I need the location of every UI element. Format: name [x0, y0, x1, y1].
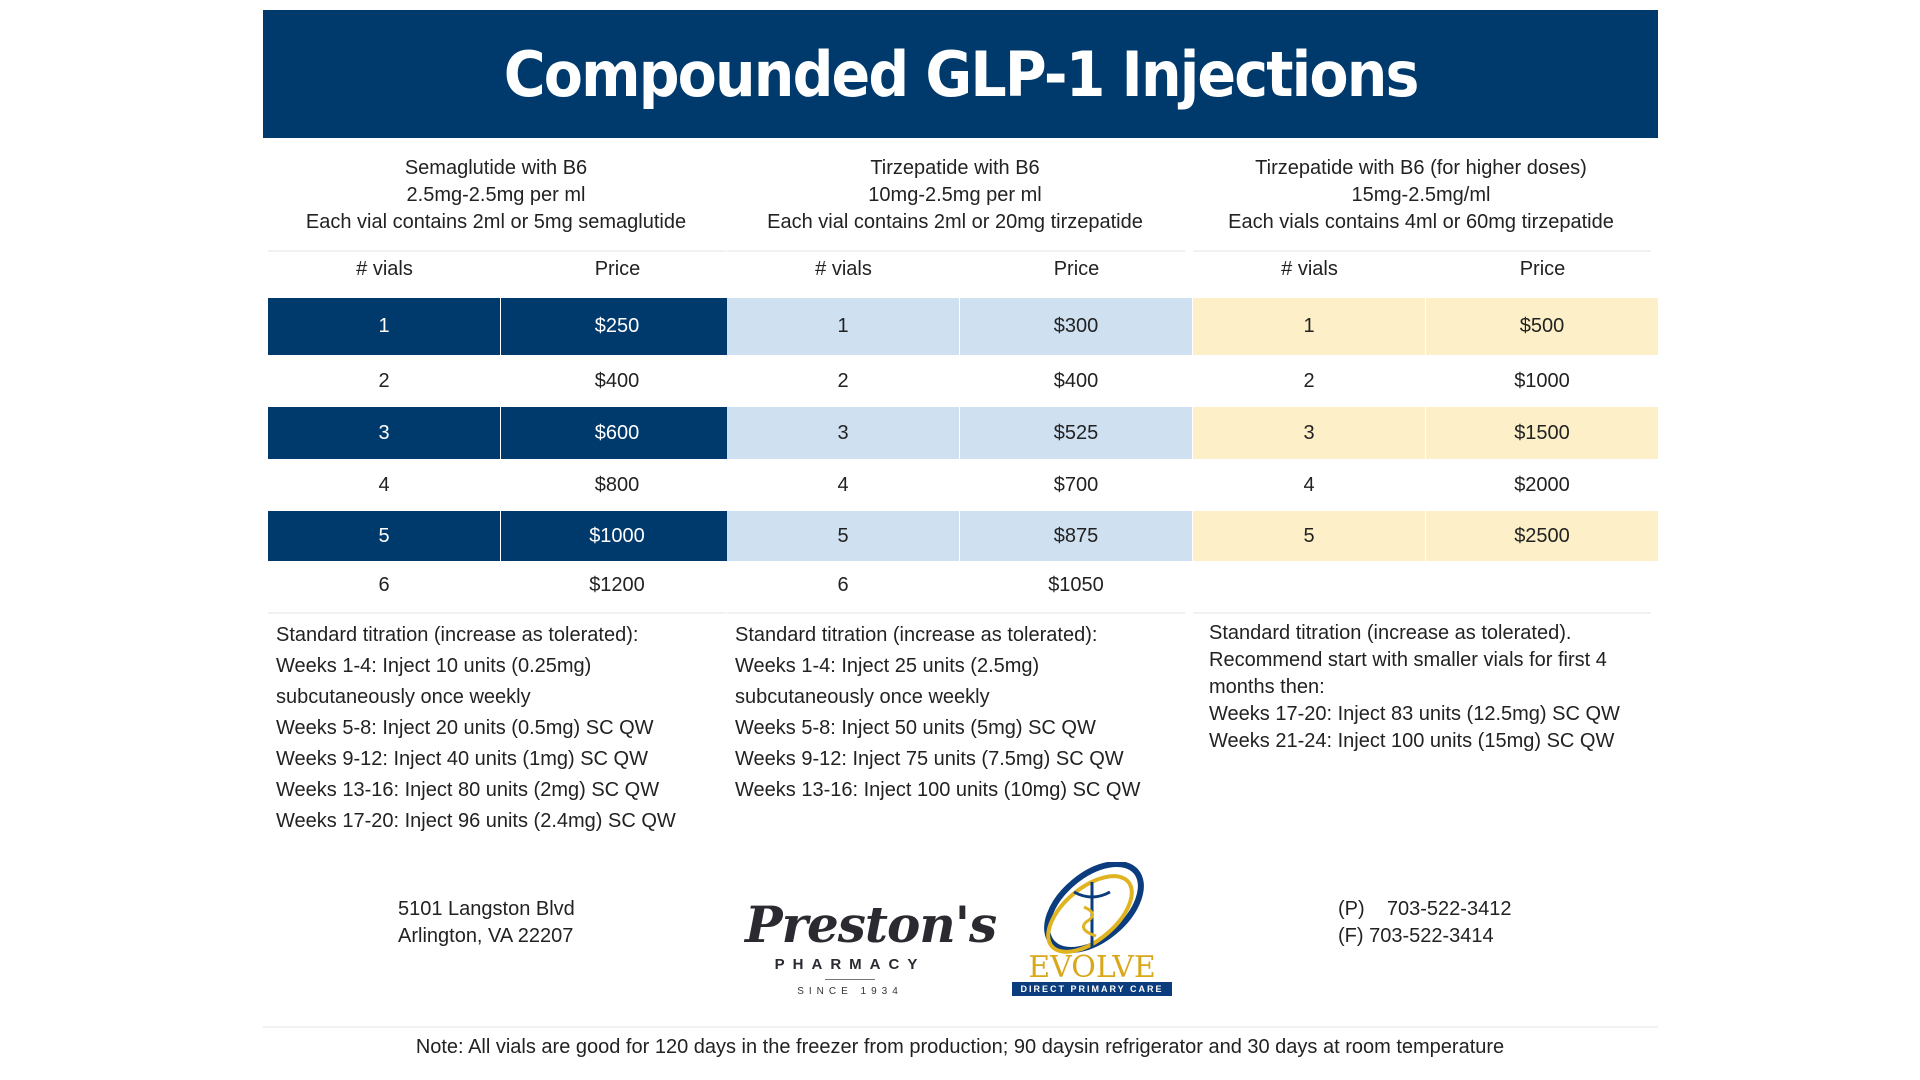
titration-instructions: Standard titration (increase as tolerate… [1209, 620, 1620, 755]
price-cell: $800 [594, 473, 640, 496]
price-cell: $2500 [1426, 511, 1658, 561]
titration-line: Weeks 13-16: Inject 80 units (2mg) SC QW [276, 779, 660, 801]
vials-cell: 3 [1193, 407, 1425, 459]
titration-line: Standard titration (increase as tolerate… [1209, 622, 1572, 644]
price-cell: $2000 [1514, 473, 1570, 496]
price-cell: $400 [594, 369, 640, 392]
price-cell: $1000 [501, 511, 733, 561]
product-line: Tirzepatide with B6 [870, 157, 1040, 179]
vials-cell: 2 [837, 369, 849, 392]
divider [263, 1026, 1658, 1028]
titration-line: Standard titration (increase as tolerate… [276, 624, 639, 646]
titration-line: Weeks 5-8: Inject 50 units (5mg) SC QW [735, 717, 1096, 739]
address: 5101 Langston Blvd Arlington, VA 22207 [398, 896, 575, 950]
titration-line: Weeks 13-16: Inject 100 units (10mg) SC … [735, 779, 1141, 801]
title-banner: Compounded GLP-1 Injections [263, 10, 1658, 138]
address-line: 5101 Langston Blvd [398, 898, 575, 920]
product-line: Tirzepatide with B6 (for higher doses) [1255, 157, 1587, 179]
price-column-header: Price [1519, 258, 1566, 280]
address-line: Arlington, VA 22207 [398, 925, 574, 947]
vials-cell: 3 [727, 407, 959, 459]
titration-line: Weeks 5-8: Inject 20 units (0.5mg) SC QW [276, 717, 654, 739]
product-line: 2.5mg-2.5mg per ml [406, 184, 586, 206]
vials-cell: 6 [837, 574, 849, 596]
titration-line: Weeks 1-4: Inject 25 units (2.5mg) [735, 655, 1040, 677]
vials-cell: 4 [837, 473, 849, 496]
evolve-logo: EVOLVE DIRECT PRIMARY CARE [1012, 860, 1172, 996]
vials-cell: 3 [268, 407, 500, 459]
titration-line: subcutaneously once weekly [276, 686, 531, 708]
storage-note: Note: All vials are good for 120 days in… [415, 1036, 1505, 1058]
titration-line: Weeks 17-20: Inject 96 units (2.4mg) SC … [276, 810, 676, 832]
divider [268, 250, 726, 252]
vials-cell: 1 [268, 298, 500, 355]
price-cell: $1500 [1426, 407, 1658, 459]
titration-line: months then: [1209, 676, 1325, 698]
price-cell: $250 [501, 298, 733, 355]
price-cell: $300 [960, 298, 1192, 355]
titration-line: Standard titration (increase as tolerate… [735, 624, 1098, 646]
price-cell: $1200 [589, 574, 645, 596]
product-line: 10mg-2.5mg per ml [868, 184, 1042, 206]
page-title: Compounded GLP-1 Injections [503, 37, 1420, 111]
product-line: Each vials contains 4ml or 60mg tirzepat… [1228, 211, 1614, 233]
vials-cell: 5 [268, 511, 500, 561]
product-line: Semaglutide with B6 [404, 157, 588, 179]
price-cell: $1050 [1048, 574, 1104, 596]
titration-instructions: Standard titration (increase as tolerate… [735, 620, 1140, 806]
fax-number: (F) 703-522-3414 [1338, 925, 1494, 947]
prestons-pharmacy-logo: Preston's PHARMACY SINCE 1934 [745, 895, 997, 997]
titration-line: Recommend start with smaller vials for f… [1209, 649, 1607, 671]
logo-divider [825, 979, 875, 980]
price-cell: $1000 [1514, 369, 1570, 392]
product-line: 15mg-2.5mg/ml [1351, 184, 1491, 206]
vials-cell: 4 [1303, 473, 1315, 496]
product-header: Semaglutide with B6 2.5mg-2.5mg per ml Eac… [263, 155, 729, 236]
price-column-header: Price [594, 258, 641, 280]
vials-column-header: # vials [356, 258, 413, 280]
logo-since: SINCE 1934 [797, 986, 903, 997]
vials-cell: 1 [727, 298, 959, 355]
titration-line: Weeks 9-12: Inject 40 units (1mg) SC QW [276, 748, 648, 770]
price-cell: $525 [960, 407, 1192, 459]
titration-instructions: Standard titration (increase as tolerate… [276, 620, 676, 837]
vials-cell: 2 [378, 369, 390, 392]
titration-line: Weeks 17-20: Inject 83 units (12.5mg) SC… [1209, 703, 1620, 725]
vials-cell: 1 [1193, 298, 1425, 355]
vials-cell: 5 [1193, 511, 1425, 561]
caduceus-icon [1044, 860, 1144, 954]
vials-cell: 5 [727, 511, 959, 561]
titration-line: Weeks 9-12: Inject 75 units (7.5mg) SC Q… [735, 748, 1124, 770]
vials-cell: 2 [1303, 369, 1315, 392]
phone-number: (P) 703-522-3412 [1338, 898, 1512, 920]
logo-text: EVOLVE [1028, 950, 1156, 985]
price-cell: $700 [1053, 473, 1099, 496]
vials-cell: 4 [378, 473, 390, 496]
divider [1193, 612, 1651, 614]
divider [1193, 250, 1651, 252]
vials-cell: 6 [378, 574, 390, 596]
price-column-header: Price [1053, 258, 1100, 280]
divider [268, 612, 726, 614]
product-line: Each vial contains 2ml or 5mg semaglutid… [305, 211, 687, 233]
titration-line: subcutaneously once weekly [735, 686, 990, 708]
vials-column-header: # vials [815, 258, 872, 280]
logo-subtext: PHARMACY [774, 956, 926, 973]
divider [727, 250, 1185, 252]
product-line: Each vial contains 2ml or 20mg tirzepati… [767, 211, 1143, 233]
titration-line: Weeks 1-4: Inject 10 units (0.25mg) [276, 655, 592, 677]
vials-column-header: # vials [1281, 258, 1338, 280]
product-header: Tirzepatide with B6 10mg-2.5mg per ml Each… [722, 155, 1188, 236]
price-cell: $400 [1053, 369, 1099, 392]
divider [727, 612, 1185, 614]
price-cell: $875 [960, 511, 1192, 561]
logo-subtext: DIRECT PRIMARY CARE [1012, 982, 1172, 996]
price-cell: $600 [501, 407, 733, 459]
contact-numbers: (P) 703-522-3412 (F) 703-522-3414 [1338, 896, 1511, 950]
titration-line: Weeks 21-24: Inject 100 units (15mg) SC … [1209, 730, 1615, 752]
logo-text: Preston's [745, 895, 997, 954]
product-header: Tirzepatide with B6 (for higher doses) 15… [1188, 155, 1654, 236]
price-cell: $500 [1426, 298, 1658, 355]
